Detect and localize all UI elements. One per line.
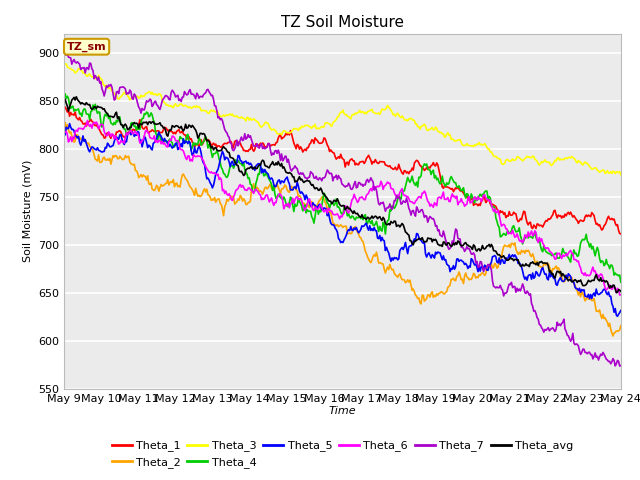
Y-axis label: Soil Moisture (mV): Soil Moisture (mV) <box>22 160 33 263</box>
Title: TZ Soil Moisture: TZ Soil Moisture <box>281 15 404 30</box>
Text: TZ_sm: TZ_sm <box>67 42 106 52</box>
X-axis label: Time: Time <box>328 407 356 417</box>
Legend: Theta_1, Theta_2, Theta_3, Theta_4, Theta_5, Theta_6, Theta_7, Theta_avg: Theta_1, Theta_2, Theta_3, Theta_4, Thet… <box>111 441 573 468</box>
